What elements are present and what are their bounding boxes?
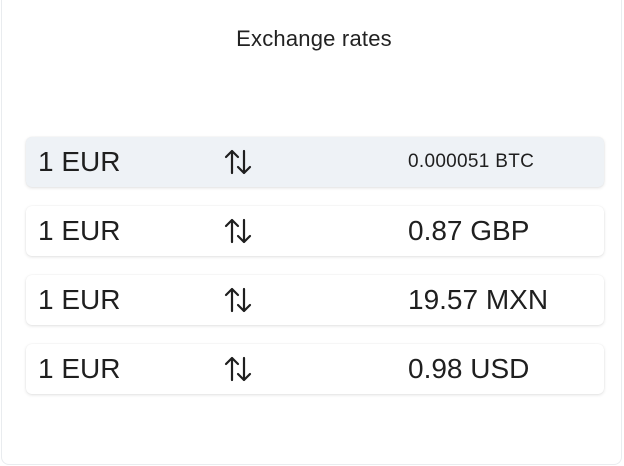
page-title: Exchange rates [236, 26, 392, 51]
rate-row-btc[interactable]: 1 EUR 0.000051 BTC [26, 137, 604, 187]
swap-icon[interactable] [222, 215, 254, 247]
rate-to-amount: 0.000051 BTC [408, 151, 535, 172]
rate-from-amount: 1 EUR [38, 284, 121, 315]
rate-row-usd[interactable]: 1 EUR 0.98 USD [26, 344, 604, 394]
swap-icon[interactable] [222, 146, 254, 178]
swap-icon[interactable] [222, 284, 254, 316]
rate-to-amount: 0.98 USD [408, 353, 530, 384]
rate-to-amount: 0.87 GBP [408, 215, 530, 246]
swap-icon[interactable] [222, 353, 254, 385]
rate-from-amount: 1 EUR [38, 353, 121, 384]
rate-from-amount: 1 EUR [38, 215, 121, 246]
rate-from-amount: 1 EUR [38, 146, 121, 177]
rates-list: 1 EUR 0.000051 BTC 1 EUR 0.87 GBP 1 EUR [26, 137, 604, 413]
rate-row-mxn[interactable]: 1 EUR 19.57 MXN [26, 275, 604, 325]
rate-row-gbp[interactable]: 1 EUR 0.87 GBP [26, 206, 604, 256]
rate-to-amount: 19.57 MXN [408, 284, 549, 315]
